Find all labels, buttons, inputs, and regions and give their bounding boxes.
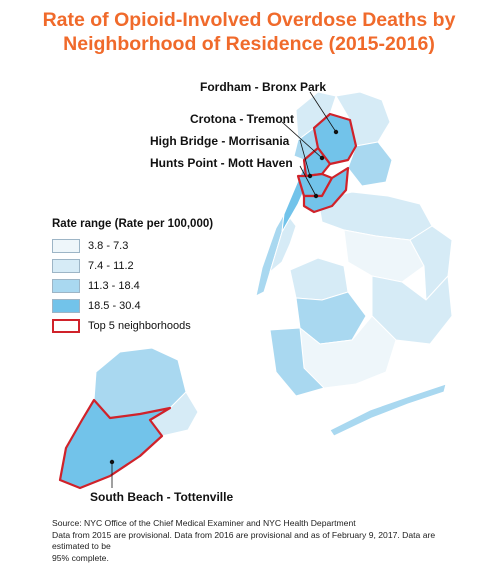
- legend-outline-swatch: [52, 319, 80, 333]
- legend-label: 7.4 - 11.2: [88, 260, 134, 272]
- legend-item: 7.4 - 11.2: [52, 256, 213, 276]
- source-note: Source: NYC Office of the Chief Medical …: [52, 518, 472, 564]
- legend-swatch: [52, 239, 80, 253]
- fordham-dot: [334, 130, 338, 134]
- huntspoint-dot: [314, 194, 318, 198]
- callout-crotona-tremont: Crotona - Tremont: [190, 112, 294, 126]
- callout-fordham-bronx-park: Fordham - Bronx Park: [200, 80, 326, 94]
- legend-item-top5: Top 5 neighborhoods: [52, 316, 213, 336]
- brooklyn-north: [290, 258, 348, 300]
- southbeach-dot: [110, 460, 114, 464]
- legend-item: 3.8 - 7.3: [52, 236, 213, 256]
- legend-label: 3.8 - 7.3: [88, 240, 128, 252]
- legend-label: 18.5 - 30.4: [88, 300, 141, 312]
- legend-label: 11.3 - 18.4: [88, 280, 140, 292]
- rockaways: [330, 384, 446, 436]
- legend-item: 18.5 - 30.4: [52, 296, 213, 316]
- source-line: Data from 2015 are provisional. Data fro…: [52, 530, 472, 553]
- highbridge-dot: [308, 174, 312, 178]
- legend-swatch: [52, 259, 80, 273]
- legend-title: Rate range (Rate per 100,000): [52, 218, 213, 230]
- legend: Rate range (Rate per 100,000) 3.8 - 7.3 …: [52, 218, 213, 336]
- legend-swatch: [52, 279, 80, 293]
- crotona-dot: [320, 156, 324, 160]
- legend-swatch: [52, 299, 80, 313]
- legend-label: Top 5 neighborhoods: [88, 320, 191, 332]
- callout-south-beach-tottenville: South Beach - Tottenville: [90, 490, 233, 504]
- source-line: Source: NYC Office of the Chief Medical …: [52, 518, 472, 530]
- callout-high-bridge-morrisania: High Bridge - Morrisania: [150, 134, 289, 148]
- callout-hunts-point-mott-haven: Hunts Point - Mott Haven: [150, 156, 293, 170]
- source-line: 95% complete.: [52, 553, 472, 564]
- legend-item: 11.3 - 18.4: [52, 276, 213, 296]
